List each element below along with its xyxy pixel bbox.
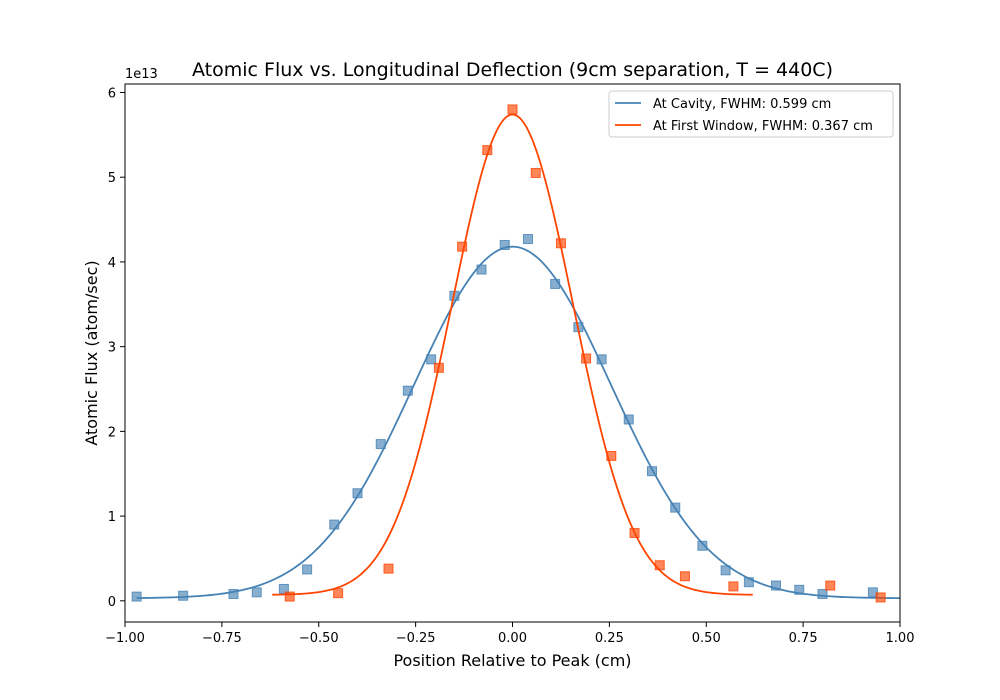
series-2-data-point [606,450,617,461]
series-2-data-point [555,238,566,249]
series-1-data-point [771,580,781,591]
x-tick-label: 0.00 [498,631,527,646]
series-1-data-point [596,354,607,365]
series-1-data-point [867,587,878,598]
x-tick-label: 0.75 [789,631,818,646]
y-offset-label: 1e13 [125,67,158,82]
legend-entry-label: At First Window, FWHM: 0.367 cm [653,119,873,134]
x-tick-label: 0.50 [692,631,721,646]
series-1-data-point [131,591,142,602]
y-tick-label: 3 [108,341,116,356]
x-tick-label: 0.25 [595,631,624,646]
legend-entry-label: At Cavity, FWHM: 0.599 cm [653,97,831,112]
series-1-data-point [794,584,805,595]
legend: At Cavity, FWHM: 0.599 cm At First Window… [608,90,894,138]
series-1-data-point [352,488,363,499]
series-2-data-point [629,528,640,539]
series-1-data-point [278,583,289,594]
series-2-data-point [530,167,541,178]
series-1-data-point [550,278,561,289]
chart-title: Atomic Flux vs. Longitudinal Deflection … [192,59,833,81]
series-1-data-point [426,354,437,365]
series-1-data-point [302,564,313,575]
series-2-data-point [457,241,468,252]
y-tick-label: 5 [108,171,116,186]
series-2-data-point [333,588,344,599]
y-tick-label: 2 [108,425,116,440]
x-tick-label: −0.75 [202,631,242,646]
legend-box [608,90,894,138]
series-1-data-point [178,590,189,601]
series-2-data-point [825,580,836,591]
x-tick-label: −1.00 [105,631,145,646]
series-2-data-point [875,592,886,603]
series-2-data-point [433,362,444,373]
series-1-data-point [670,502,681,513]
series-1-data-point [720,565,731,576]
series-2-data-point [482,145,493,156]
series-1-data-point [329,519,340,530]
y-tick-label: 4 [108,256,116,271]
series-2-data-point [284,591,295,602]
series-1-data-point [375,439,386,450]
y-tick-label: 6 [108,86,116,101]
series-2-data-point [654,560,665,571]
series-1-data-point [228,589,239,600]
series-2-fit-line [272,113,753,596]
series-1-data-point [476,264,487,275]
y-tick-label: 0 [108,595,116,610]
x-axis-label: Position Relative to Peak (cm) [393,651,631,670]
x-tick-label: 1.00 [886,631,915,646]
series-1-data-point [647,466,657,477]
series-1-data-point [499,239,510,250]
series-2-data-point [728,581,739,592]
y-tick-label: 1 [108,510,116,525]
series-1-data-point [251,587,262,598]
series-2-data-point [507,104,518,115]
x-tick-label: −0.50 [299,631,339,646]
series-2-data-point [383,563,394,574]
series-1-data-point [743,577,754,588]
series-1-data-point [623,414,634,425]
plot-area [131,104,901,603]
series-2-data-point [679,571,690,582]
axes: −1.00 −0.75 −0.50 −0.25 0.00 0.25 0.50 0.75 1.00… [105,86,914,646]
y-axis-label: Atomic Flux (atom/sec) [82,260,101,445]
series-2-data-point [581,353,592,364]
series-1-data-point [697,540,708,551]
x-tick-label: −0.25 [396,631,436,646]
series-1-data-point [817,589,828,600]
series-1-data-point [402,385,413,396]
series-1-data-point [523,234,533,245]
